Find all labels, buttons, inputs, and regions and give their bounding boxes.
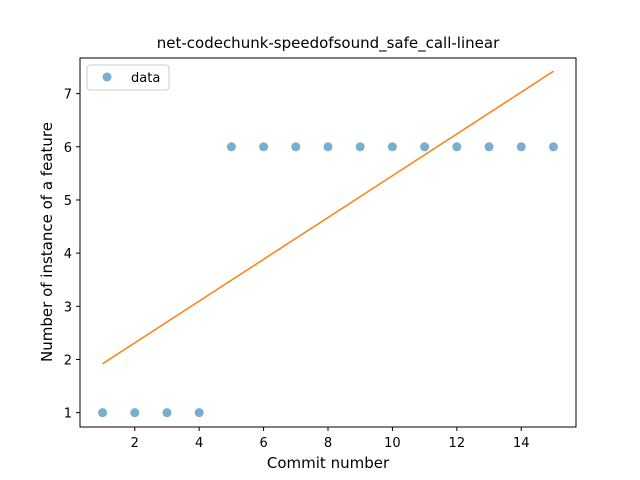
x-tick-label: 8 <box>324 436 332 451</box>
plot-marks <box>98 70 558 418</box>
y-tick-label: 4 <box>64 247 72 262</box>
data-point <box>162 408 172 418</box>
x-tick-label: 14 <box>513 436 530 451</box>
y-tick-label: 7 <box>64 88 72 103</box>
data-point <box>130 408 140 418</box>
data-point <box>194 408 204 418</box>
x-tick-label: 10 <box>384 436 401 451</box>
data-point <box>226 142 236 152</box>
data-point <box>259 142 269 152</box>
y-tick-label: 6 <box>64 141 72 156</box>
y-axis-ticks: 1 2 3 4 5 6 7 <box>64 88 80 422</box>
y-tick-label: 1 <box>64 407 72 422</box>
data-point <box>484 142 494 152</box>
legend: data <box>86 64 170 91</box>
legend-label-data: data <box>131 71 160 86</box>
plot-frame <box>79 57 577 428</box>
y-tick-label: 3 <box>64 300 72 315</box>
y-tick-label: 5 <box>64 194 72 209</box>
data-point <box>387 142 397 152</box>
x-tick-label: 4 <box>195 436 203 451</box>
fit-line <box>102 70 554 365</box>
data-point <box>516 142 526 152</box>
chart-title: net-codechunk-speedofsound_safe_call-lin… <box>157 34 500 53</box>
y-tick-label: 2 <box>64 353 72 368</box>
data-point <box>291 142 301 152</box>
data-point <box>420 142 430 152</box>
x-tick-label: 6 <box>259 436 267 451</box>
data-point <box>355 142 365 152</box>
x-axis-label: Commit number <box>267 454 390 472</box>
y-axis-label: Number of instance of a feature <box>38 122 56 362</box>
x-axis-ticks: 2 4 6 8 10 12 14 <box>131 427 530 451</box>
legend-marker-data <box>102 72 112 82</box>
data-point <box>452 142 462 152</box>
x-tick-label: 2 <box>131 436 139 451</box>
data-point <box>98 408 108 418</box>
data-point <box>323 142 333 152</box>
x-tick-label: 12 <box>449 436 466 451</box>
legend-box <box>86 64 170 91</box>
data-point <box>548 142 558 152</box>
